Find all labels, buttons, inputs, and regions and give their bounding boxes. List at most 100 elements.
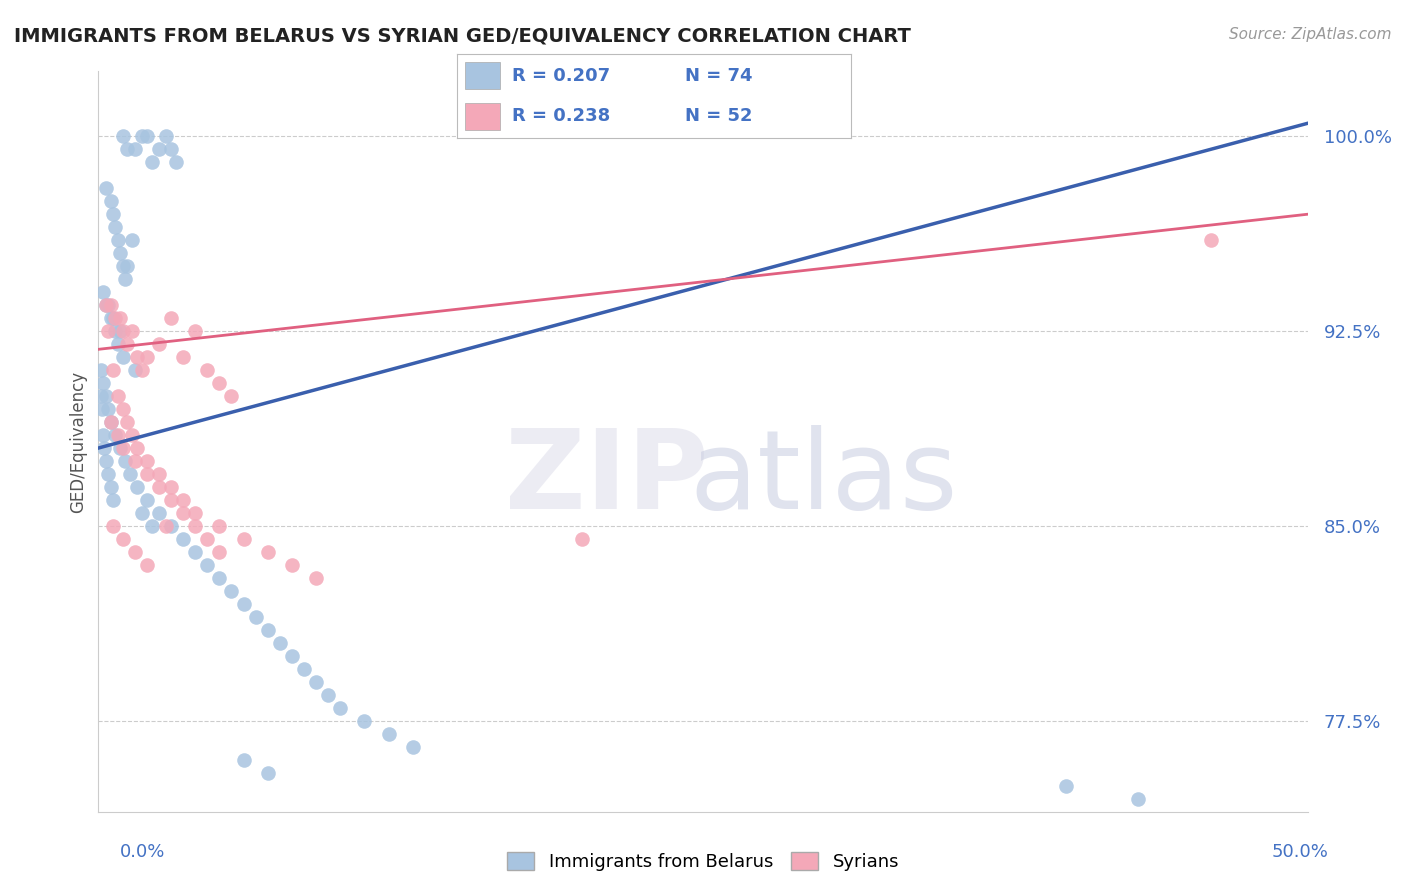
- Point: [127, 480, 149, 494]
- Point: [97, 324, 120, 338]
- Point: [172, 506, 194, 520]
- Text: Source: ZipAtlas.com: Source: ZipAtlas.com: [1229, 27, 1392, 42]
- Point: [160, 493, 183, 508]
- Point: [172, 493, 194, 508]
- Point: [402, 739, 425, 754]
- Point: [353, 714, 375, 728]
- Point: [232, 753, 254, 767]
- Point: [121, 428, 143, 442]
- Point: [91, 428, 114, 442]
- Point: [221, 583, 243, 598]
- Point: [135, 467, 157, 481]
- Point: [111, 129, 134, 144]
- Point: [108, 246, 131, 260]
- Point: [107, 233, 129, 247]
- Point: [292, 662, 315, 676]
- Point: [111, 350, 134, 364]
- Point: [1054, 779, 1077, 793]
- Text: R = 0.207: R = 0.207: [512, 67, 610, 85]
- Point: [232, 597, 254, 611]
- Point: [94, 181, 117, 195]
- Point: [305, 674, 328, 689]
- Point: [90, 389, 112, 403]
- Point: [172, 350, 194, 364]
- Text: IMMIGRANTS FROM BELARUS VS SYRIAN GED/EQUIVALENCY CORRELATION CHART: IMMIGRANTS FROM BELARUS VS SYRIAN GED/EQ…: [14, 27, 911, 45]
- Point: [121, 233, 143, 247]
- Point: [91, 402, 114, 417]
- Point: [94, 389, 117, 403]
- Point: [111, 441, 134, 455]
- Point: [377, 727, 399, 741]
- Point: [104, 428, 127, 442]
- Text: N = 74: N = 74: [685, 67, 752, 85]
- Point: [107, 428, 129, 442]
- Point: [97, 298, 120, 312]
- Point: [114, 272, 136, 286]
- Point: [208, 519, 231, 533]
- Point: [305, 571, 328, 585]
- Point: [90, 363, 112, 377]
- Point: [172, 532, 194, 546]
- Bar: [465, 103, 501, 130]
- Point: [148, 142, 170, 156]
- Point: [104, 324, 127, 338]
- Point: [184, 519, 207, 533]
- Text: R = 0.238: R = 0.238: [512, 107, 610, 125]
- Point: [101, 363, 124, 377]
- Point: [135, 350, 157, 364]
- Point: [117, 337, 139, 351]
- Point: [155, 519, 177, 533]
- Text: atlas: atlas: [690, 425, 957, 532]
- Point: [141, 155, 163, 169]
- Point: [281, 558, 304, 572]
- Point: [141, 519, 163, 533]
- Point: [117, 142, 139, 156]
- Point: [160, 519, 183, 533]
- Point: [160, 311, 183, 326]
- Point: [111, 259, 134, 273]
- Point: [111, 324, 134, 338]
- Text: 50.0%: 50.0%: [1272, 843, 1329, 861]
- Point: [184, 324, 207, 338]
- Point: [148, 337, 170, 351]
- Point: [221, 389, 243, 403]
- Point: [131, 506, 153, 520]
- Point: [97, 402, 120, 417]
- Point: [135, 129, 157, 144]
- Point: [124, 545, 146, 559]
- Point: [281, 648, 304, 663]
- Point: [117, 259, 139, 273]
- Point: [104, 220, 127, 235]
- Point: [316, 688, 339, 702]
- Point: [195, 363, 218, 377]
- Point: [571, 532, 593, 546]
- Point: [108, 441, 131, 455]
- Point: [148, 506, 170, 520]
- Point: [160, 480, 183, 494]
- Point: [124, 454, 146, 468]
- Point: [135, 558, 157, 572]
- Point: [208, 545, 231, 559]
- Text: 0.0%: 0.0%: [120, 843, 165, 861]
- Point: [101, 519, 124, 533]
- Point: [148, 480, 170, 494]
- Point: [108, 311, 131, 326]
- Point: [93, 441, 115, 455]
- Point: [1199, 233, 1222, 247]
- Point: [184, 506, 207, 520]
- Point: [121, 324, 143, 338]
- Point: [232, 532, 254, 546]
- Point: [165, 155, 187, 169]
- Point: [114, 454, 136, 468]
- Point: [108, 324, 131, 338]
- Point: [269, 636, 291, 650]
- Point: [101, 311, 124, 326]
- Point: [111, 532, 134, 546]
- Point: [208, 571, 231, 585]
- Point: [195, 558, 218, 572]
- Point: [117, 415, 139, 429]
- Legend: Immigrants from Belarus, Syrians: Immigrants from Belarus, Syrians: [499, 845, 907, 879]
- Point: [124, 363, 146, 377]
- Point: [100, 415, 122, 429]
- Text: ZIP: ZIP: [505, 425, 709, 532]
